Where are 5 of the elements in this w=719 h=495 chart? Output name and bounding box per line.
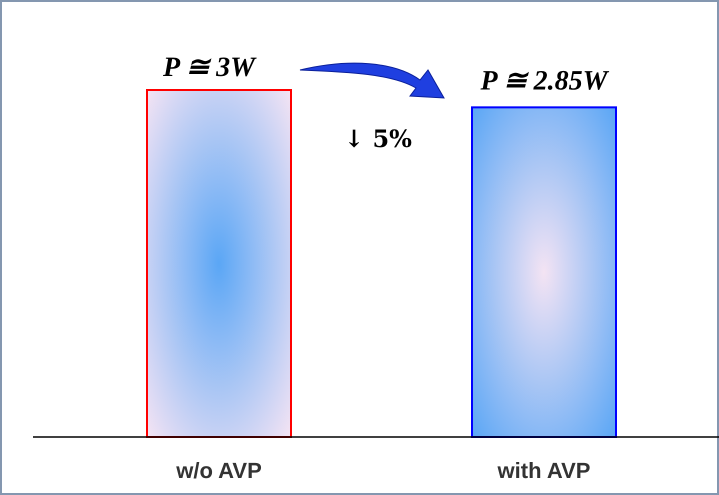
x-tick-label: w/o AVP [175,458,262,483]
data-label: P ≅ 2.85W [480,65,610,96]
data-label: P ≅ 3W [162,52,258,83]
x-tick-label: with AVP [496,458,590,483]
annotation: ↓ 5% [344,124,412,153]
